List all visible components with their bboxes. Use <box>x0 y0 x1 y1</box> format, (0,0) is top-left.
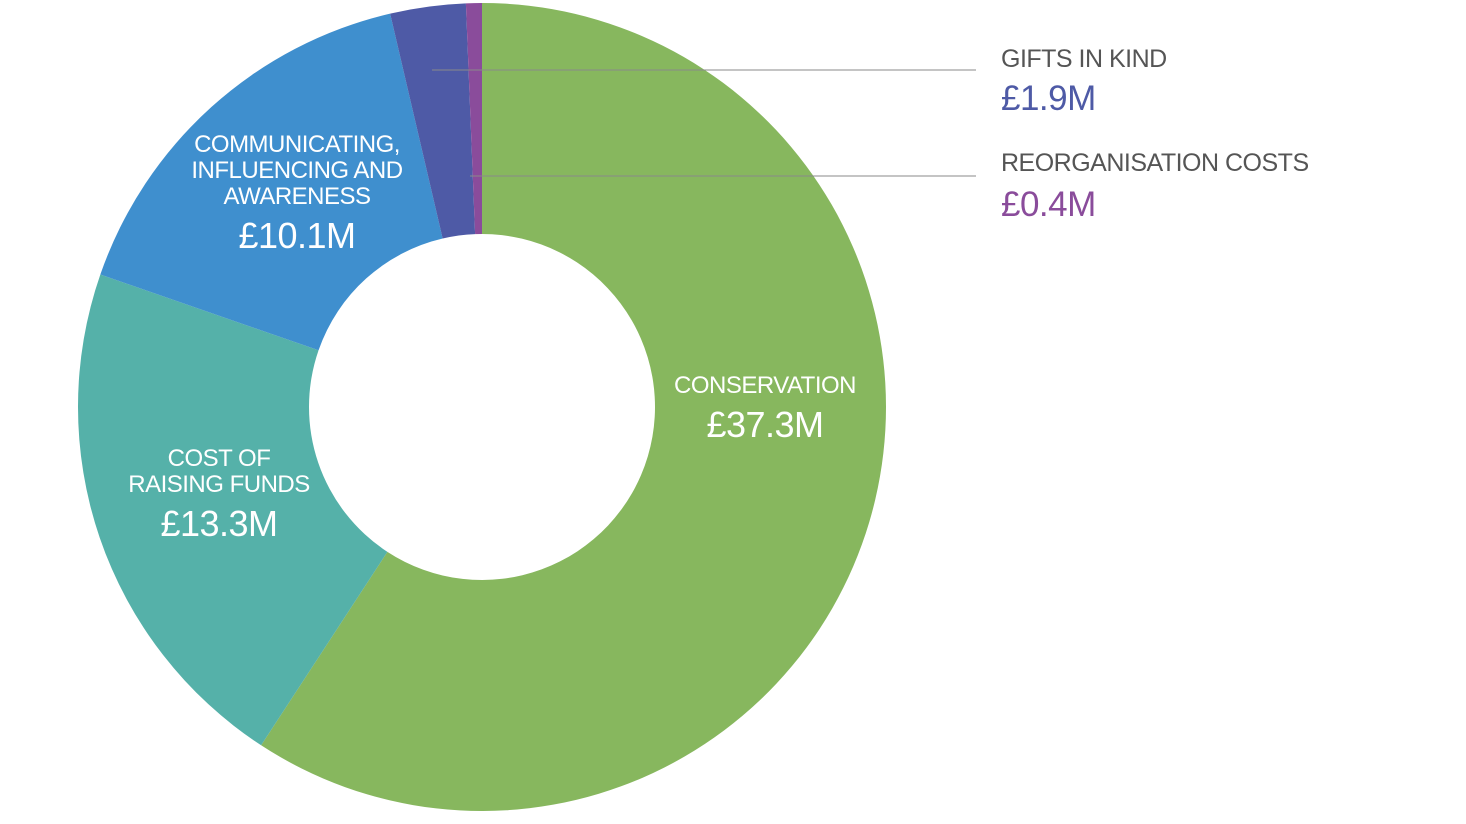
slice-value: £10.1M <box>238 215 355 256</box>
slice-cost-of-raising-funds <box>77 274 388 746</box>
slice-conservation <box>261 3 887 811</box>
callout-labels: GIFTS IN KIND £1.9M REORGANISATION COSTS £0… <box>432 45 1309 224</box>
slice-gifts-in-kind <box>390 3 476 239</box>
callout-name-reorganisation-costs: REORGANISATION COSTS <box>1001 149 1309 177</box>
slice-label-conservation: CONSERVATION £37.3M <box>674 372 857 445</box>
callout-value-reorganisation-costs: £0.4M <box>1001 185 1096 224</box>
slice-name-line: RAISING FUNDS <box>128 471 310 498</box>
slice-name-line: INFLUENCING AND <box>191 157 402 184</box>
slice-name-line: CONSERVATION <box>674 372 856 399</box>
donut-slices <box>77 3 887 811</box>
slice-value: £13.3M <box>160 503 277 544</box>
callout-value-gifts-in-kind: £1.9M <box>1001 79 1096 118</box>
slice-name-line: COMMUNICATING, <box>194 131 400 158</box>
slice-name-line: AWARENESS <box>223 183 370 210</box>
callout-name-gifts-in-kind: GIFTS IN KIND <box>1001 45 1167 73</box>
slice-name-line: COST OF <box>168 445 271 472</box>
slice-communicating-influencing-and-awareness <box>100 13 443 351</box>
slice-value: £37.3M <box>706 404 823 445</box>
